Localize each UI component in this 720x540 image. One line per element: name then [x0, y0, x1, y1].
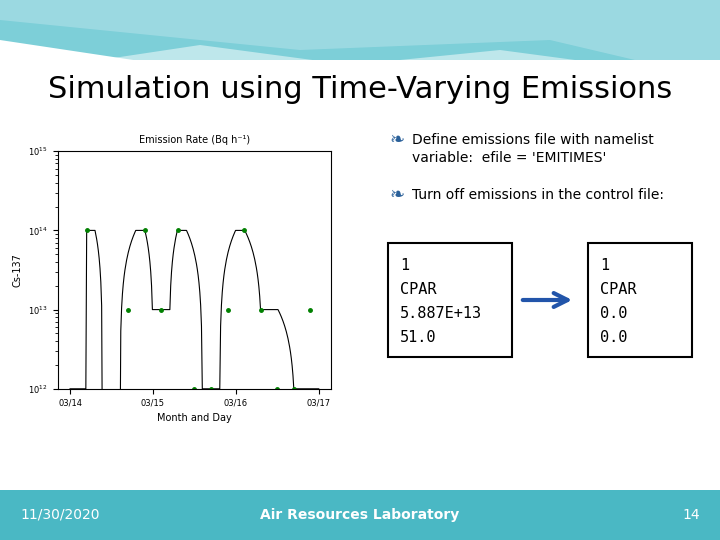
Text: ❧: ❧	[390, 186, 405, 204]
X-axis label: Month and Day: Month and Day	[157, 413, 232, 423]
Text: 1: 1	[400, 258, 409, 273]
Text: CPAR: CPAR	[400, 281, 436, 296]
Text: 14: 14	[683, 508, 700, 522]
Text: 5.887E+13: 5.887E+13	[400, 306, 482, 321]
Text: variable:  efile = 'EMITIMES': variable: efile = 'EMITIMES'	[412, 151, 606, 165]
Text: CPAR: CPAR	[600, 281, 636, 296]
Bar	[0, 490, 720, 540]
Title: Emission Rate (Bq h⁻¹): Emission Rate (Bq h⁻¹)	[139, 135, 250, 145]
Text: Simulation using Time-Varying Emissions: Simulation using Time-Varying Emissions	[48, 76, 672, 105]
Bar	[0, 60, 720, 480]
Text: 0.0: 0.0	[600, 329, 627, 345]
Text: Define emissions file with namelist: Define emissions file with namelist	[412, 133, 654, 147]
Text: Air Resources Laboratory: Air Resources Laboratory	[261, 508, 459, 522]
FancyBboxPatch shape	[388, 243, 512, 357]
Text: Turn off emissions in the control file:: Turn off emissions in the control file:	[412, 188, 664, 202]
Text: ❧: ❧	[390, 131, 405, 149]
Y-axis label: Cs-137: Cs-137	[12, 253, 22, 287]
FancyArrowPatch shape	[523, 293, 567, 307]
Text: 0.0: 0.0	[600, 306, 627, 321]
Text: 11/30/2020: 11/30/2020	[20, 508, 99, 522]
FancyBboxPatch shape	[588, 243, 692, 357]
Polygon shape	[0, 0, 720, 80]
Polygon shape	[0, 0, 720, 100]
Text: 1: 1	[600, 258, 609, 273]
Polygon shape	[0, 45, 720, 80]
Text: 51.0: 51.0	[400, 329, 436, 345]
